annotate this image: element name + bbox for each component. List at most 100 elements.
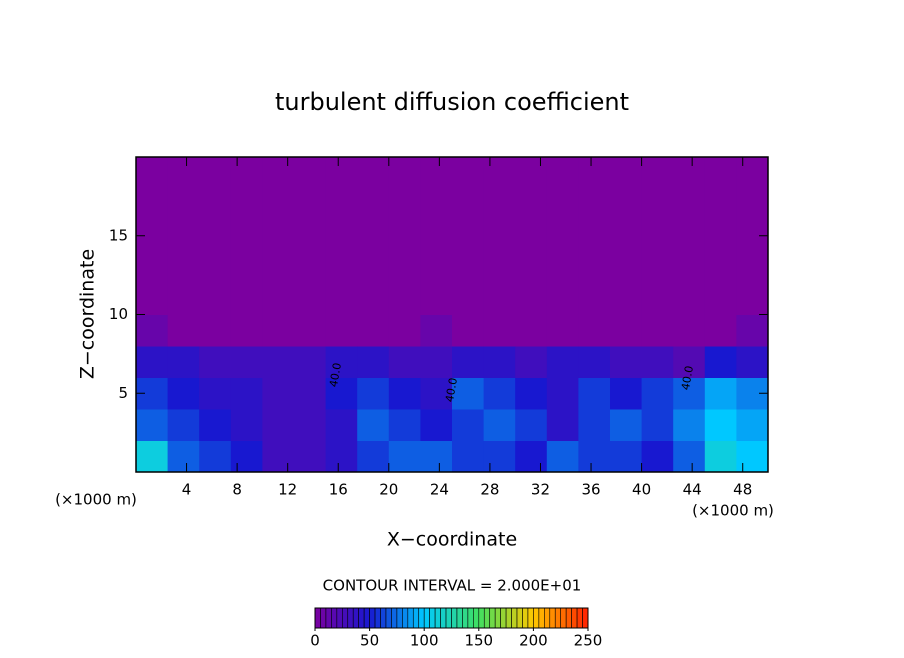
colorbar-swatch [527,607,534,629]
colorbar-swatch [325,607,332,629]
colorbar-swatch [331,607,338,629]
field-cell [357,377,390,410]
field-cell [736,188,769,221]
field-cell [578,377,611,410]
field-cell [136,440,169,473]
field-cell [136,314,169,347]
x-unit-label: (×1000 m) [692,502,774,520]
colorbar-swatch [565,607,572,629]
field-cell [262,251,295,284]
field-cell [357,188,390,221]
field-cell [294,314,327,347]
colorbar-swatch [402,607,409,629]
field-cell [167,346,200,378]
x-tick-label: 24 [430,481,449,499]
field-cell [325,283,358,315]
field-cell [736,409,769,441]
field-cell [452,220,485,252]
field-cell [136,346,169,378]
field-cell [230,377,263,410]
colorbar-swatch [462,607,469,629]
field-cell [167,283,200,315]
field-cell [704,283,737,315]
x-axis-label: X−coordinate [387,529,517,551]
field-cell [673,220,706,252]
contour-label: 40.0 [327,362,344,388]
field-cell [641,188,674,221]
field-cell [736,440,769,473]
field-cell [483,157,516,189]
field-cell [452,409,485,441]
field-cell [546,220,579,252]
field-cell [452,251,485,284]
field-cell [546,157,579,189]
colorbar-swatch [582,607,589,629]
colorbar-swatch [494,607,501,629]
field-cell [420,220,453,252]
colorbar-swatch [522,607,529,629]
y-tick-label: 5 [118,384,128,402]
field-cell [483,188,516,221]
field-cell [452,188,485,221]
field-cell [578,346,611,378]
field-cell [199,220,232,252]
field-cell [673,188,706,221]
field-cell [578,220,611,252]
field-cell [199,283,232,315]
field-cell [610,314,643,347]
field-cell [610,157,643,189]
field-cell [452,283,485,315]
colorbar-swatch [483,607,491,629]
field-cell [483,346,516,378]
field-cell [230,157,263,189]
colorbar-swatch [473,607,480,629]
field-cell [388,220,421,252]
colorbar-swatch [396,607,403,629]
field-cell [578,188,611,221]
field-cell [452,440,485,473]
field-cell [136,188,169,221]
field-cell [578,251,611,284]
colorbar-swatch [369,607,376,629]
field-cell [357,440,390,473]
field-cell [546,188,579,221]
field-cell [262,188,295,221]
field-cell [515,220,548,252]
field-cell [325,251,358,284]
field-cell [610,251,643,284]
field-cell [546,377,579,410]
field-cell [673,346,706,378]
field-cell [262,220,295,252]
field-cell [736,346,769,378]
field-cell [736,251,769,284]
colorbar-swatch [554,607,561,629]
field-cell [483,251,516,284]
field-cell [704,220,737,252]
colorbar-tick-label: 0 [310,632,320,650]
field-cell [167,377,200,410]
field-cell [673,314,706,347]
field-cell [515,440,548,473]
field-cell [546,314,579,347]
field-cell [483,440,516,473]
field-cell [199,251,232,284]
colorbar-swatch [341,607,349,629]
field-cell [230,220,263,252]
field-cell [641,283,674,315]
field-cell [357,314,390,347]
field-cell [262,157,295,189]
field-cell [673,157,706,189]
colorbar-tick-label: 250 [574,632,603,650]
colorbar-swatch [347,607,354,629]
field-cell [515,314,548,347]
colorbar-swatch [434,607,441,629]
field-cell [262,440,295,473]
colorbar-swatch [549,607,556,629]
colorbar-swatch [511,607,518,629]
field-cell [388,377,421,410]
colorbar-frame [314,607,589,629]
field-cell [199,440,232,473]
field-cell [325,314,358,347]
field-cell [641,346,674,378]
field-cell [357,409,390,441]
